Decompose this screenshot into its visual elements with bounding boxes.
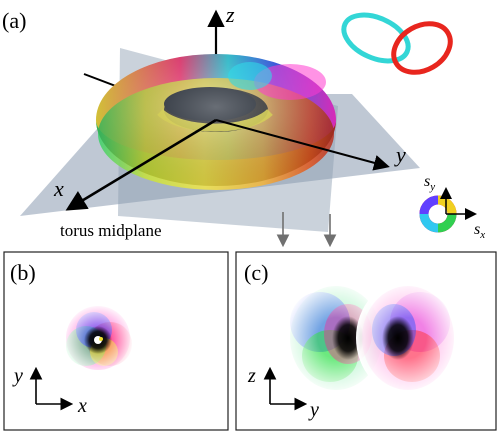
panel-c-z-label: z	[247, 365, 256, 387]
panel-b: (b) y x	[3, 251, 229, 431]
panel-b-y-label: y	[12, 365, 23, 387]
panel-b-vortex	[62, 304, 134, 376]
panel-c-vortex-left	[284, 280, 388, 396]
y-axis-label: y	[394, 142, 406, 167]
panel-c: (c) z y	[235, 251, 497, 431]
midplane-label: torus midplane	[60, 221, 162, 240]
z-axis-label: z	[225, 2, 235, 27]
x-axis-label: x	[53, 176, 64, 201]
linked-rings-inset	[341, 12, 453, 75]
panel-c-y-label: y	[308, 399, 319, 421]
x-axis-line	[65, 118, 217, 211]
panel-c-vortex-right	[356, 280, 460, 396]
color-wheel-legend: sy sx	[419, 173, 485, 241]
y-axis-line	[215, 119, 390, 171]
panel-b-x-label: x	[77, 395, 87, 417]
panel-a-label: (a)	[2, 8, 26, 33]
sy-label: sy	[424, 173, 435, 193]
panel-a: (a) z y x torus midplane sy sx	[2, 2, 485, 248]
sx-label: sx	[474, 221, 485, 241]
panel-c-label: (c)	[244, 260, 268, 285]
panel-b-label: (b)	[10, 260, 36, 285]
